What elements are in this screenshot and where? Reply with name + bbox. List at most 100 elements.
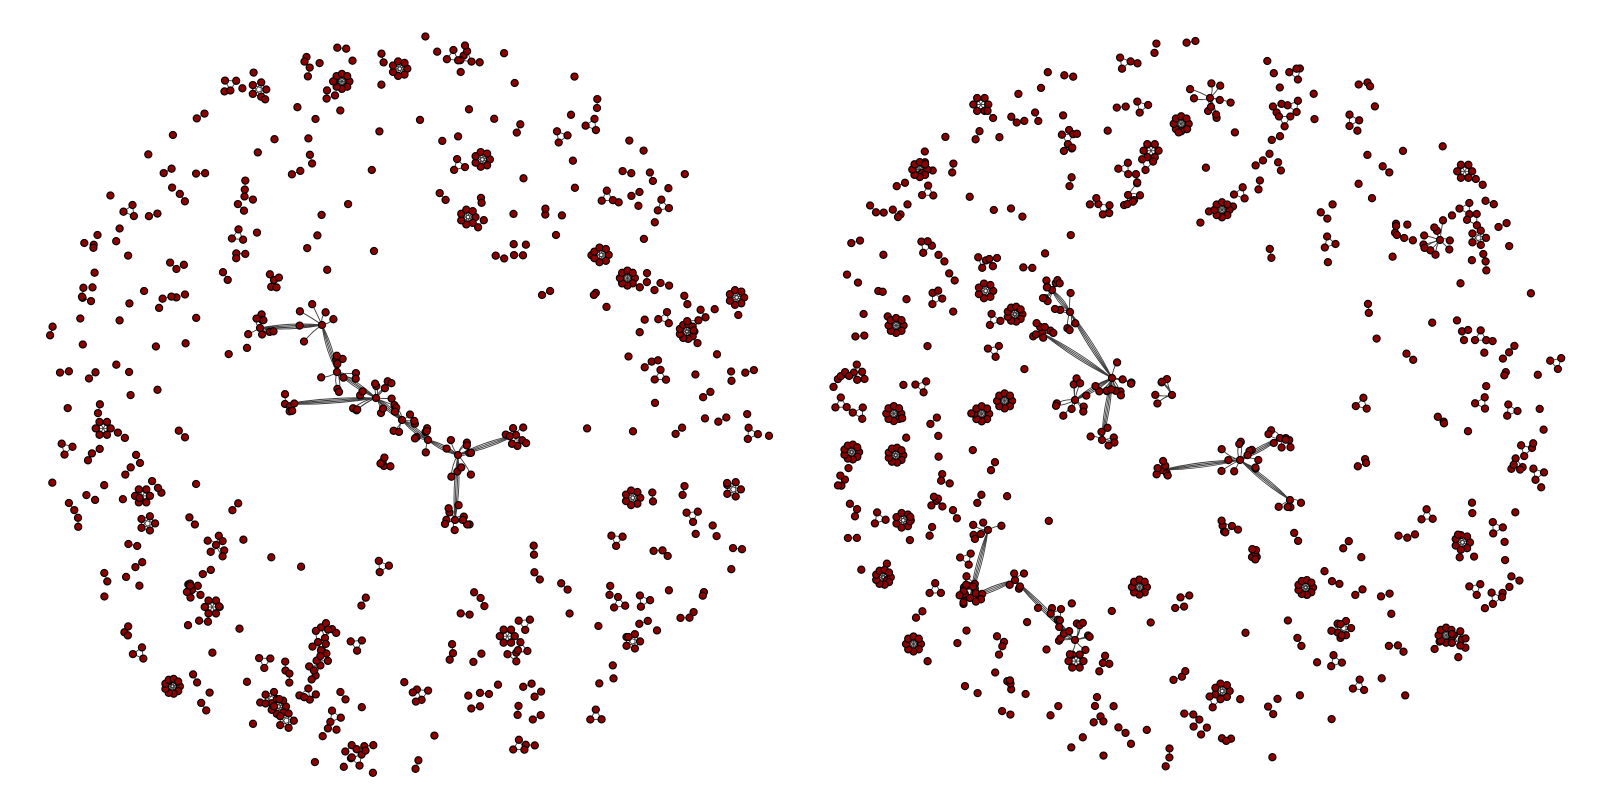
graph-node	[706, 387, 715, 397]
graph-node	[200, 109, 209, 118]
graph-node	[303, 72, 313, 81]
graph-node	[552, 127, 562, 136]
graph-node	[377, 49, 386, 58]
graph-node	[1409, 355, 1418, 364]
graph-node	[1066, 230, 1075, 240]
graph-node	[952, 514, 962, 523]
graph-node	[480, 601, 489, 611]
graph-node	[983, 344, 993, 353]
graph-node	[860, 374, 869, 384]
graph-node	[121, 470, 130, 479]
graph-node	[1128, 197, 1138, 206]
graph-node	[1092, 193, 1101, 203]
graph-node	[133, 541, 142, 551]
graph-node	[1557, 354, 1566, 363]
graph-node	[139, 654, 148, 663]
graph-node	[923, 181, 933, 190]
graph-node	[677, 423, 687, 432]
graph-node	[1070, 635, 1080, 645]
graph-node	[1182, 114, 1191, 123]
graph-node	[1043, 68, 1052, 77]
graph-node	[972, 106, 982, 116]
graph-node	[1059, 146, 1069, 156]
graph-node	[1273, 158, 1283, 167]
graph-node	[415, 115, 425, 125]
graph-node	[974, 253, 983, 262]
graph-node	[1277, 99, 1286, 109]
graph-node	[625, 136, 634, 145]
graph-node	[635, 619, 644, 628]
graph-node	[361, 593, 370, 602]
graph-node	[1171, 603, 1180, 613]
graph-node	[1439, 419, 1449, 428]
graph-node	[1472, 209, 1481, 219]
graph-node	[1361, 458, 1371, 468]
graph-node	[95, 400, 105, 409]
graph-node	[1068, 663, 1077, 672]
graph-node	[479, 216, 488, 225]
graph-node	[650, 285, 659, 295]
graph-node	[332, 351, 341, 360]
graph-node	[992, 253, 1002, 263]
graph-node	[652, 626, 662, 635]
graph-node	[1152, 39, 1161, 48]
graph-node	[1126, 57, 1135, 66]
graph-node	[1071, 319, 1080, 328]
graph-node	[371, 393, 381, 403]
graph-node	[281, 657, 290, 666]
graph-node	[370, 379, 380, 388]
graph-node	[1034, 116, 1043, 126]
graph-node	[261, 95, 270, 104]
graph-node	[551, 230, 561, 240]
graph-node	[918, 607, 927, 616]
graph-node	[1345, 121, 1354, 131]
graph-node	[1322, 232, 1332, 241]
graph-node	[1254, 185, 1263, 194]
graph-node	[361, 746, 370, 755]
graph-node	[902, 433, 911, 442]
graph-node	[601, 244, 611, 254]
graph-node	[852, 360, 861, 369]
graph-node	[514, 701, 523, 711]
graph-node	[1049, 328, 1058, 338]
graph-node	[1445, 245, 1454, 254]
graph-node	[592, 103, 602, 113]
graph-node	[1354, 179, 1363, 188]
graph-node	[332, 628, 341, 638]
graph-node	[74, 522, 83, 531]
graph-node	[123, 631, 133, 640]
graph-node	[521, 240, 531, 249]
graph-node	[1163, 471, 1172, 480]
graph-node	[453, 132, 463, 141]
graph-node	[95, 444, 104, 454]
graph-node	[138, 558, 147, 567]
graph-node	[1337, 631, 1346, 640]
graph-node	[1006, 204, 1016, 213]
graph-node	[970, 534, 980, 544]
graph-node	[618, 532, 627, 541]
graph-node	[1456, 160, 1466, 169]
graph-node	[1181, 667, 1190, 676]
graph-node	[1488, 599, 1498, 609]
graph-node	[227, 234, 237, 243]
graph-node	[379, 58, 388, 67]
graph-node	[938, 469, 947, 479]
graph-node	[1447, 638, 1457, 648]
graph-node	[1078, 733, 1087, 742]
graph-node	[1489, 529, 1498, 538]
graph-node	[120, 433, 130, 443]
graph-node	[352, 745, 361, 754]
graph-node	[124, 367, 134, 377]
graph-node	[1391, 221, 1401, 231]
graph-node	[82, 490, 91, 500]
graph-node	[1504, 348, 1514, 357]
graph-node	[1364, 308, 1373, 318]
graph-node	[1274, 502, 1283, 511]
graph-node	[266, 654, 275, 663]
graph-node	[285, 678, 294, 687]
graph-node	[304, 134, 313, 143]
graph-node	[513, 646, 523, 655]
graph-node	[284, 723, 293, 732]
graph-node	[457, 463, 466, 472]
graph-node	[318, 732, 327, 741]
